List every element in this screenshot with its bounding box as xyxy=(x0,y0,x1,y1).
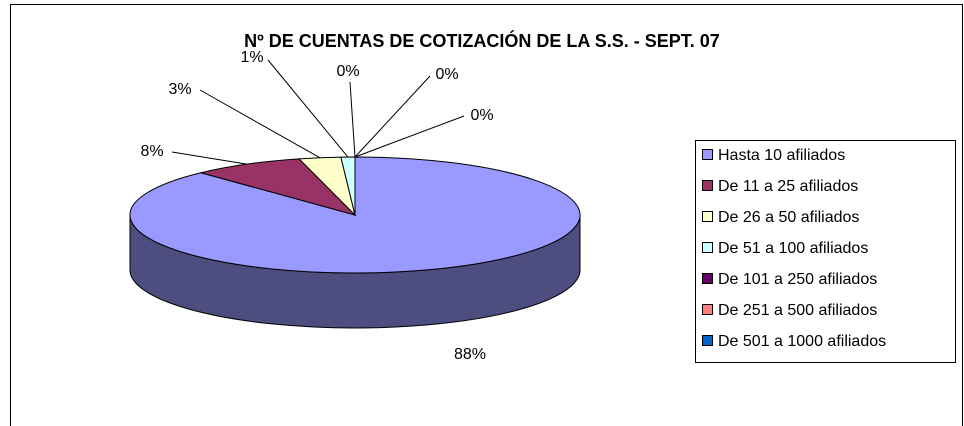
legend-swatch xyxy=(702,149,713,160)
data-label: 88% xyxy=(454,346,486,363)
legend-label: De 101 a 250 afiliados xyxy=(718,271,877,288)
chart-title: Nº DE CUENTAS DE COTIZACIÓN DE LA S.S. -… xyxy=(244,30,720,51)
data-label: 0% xyxy=(435,66,458,83)
data-label: 1% xyxy=(240,49,263,66)
legend-label: De 501 a 1000 afiliados xyxy=(718,333,886,350)
legend-swatch xyxy=(702,211,713,222)
leader-line xyxy=(171,151,247,165)
legend-label: Hasta 10 afiliados xyxy=(718,147,845,164)
legend xyxy=(695,140,956,363)
leader-line xyxy=(199,89,321,159)
legend-swatch xyxy=(702,180,713,191)
legend-label: De 26 a 50 afiliados xyxy=(718,209,859,226)
legend-swatch xyxy=(702,242,713,253)
leader-line xyxy=(267,59,349,158)
leader-line xyxy=(354,115,465,158)
pie-slice xyxy=(200,158,357,216)
data-label: 8% xyxy=(140,143,163,160)
data-label: 0% xyxy=(470,107,493,124)
legend-swatch xyxy=(702,273,713,284)
legend-label: De 51 a 100 afiliados xyxy=(718,240,868,257)
legend-swatch xyxy=(702,304,713,315)
data-label: 0% xyxy=(336,63,359,80)
legend-label: De 251 a 500 afiliados xyxy=(718,302,877,319)
legend-label: De 11 a 25 afiliados xyxy=(718,178,858,195)
leader-line xyxy=(354,75,431,158)
legend-swatch xyxy=(702,335,713,346)
data-label: 3% xyxy=(168,81,191,98)
leader-line xyxy=(349,81,356,158)
